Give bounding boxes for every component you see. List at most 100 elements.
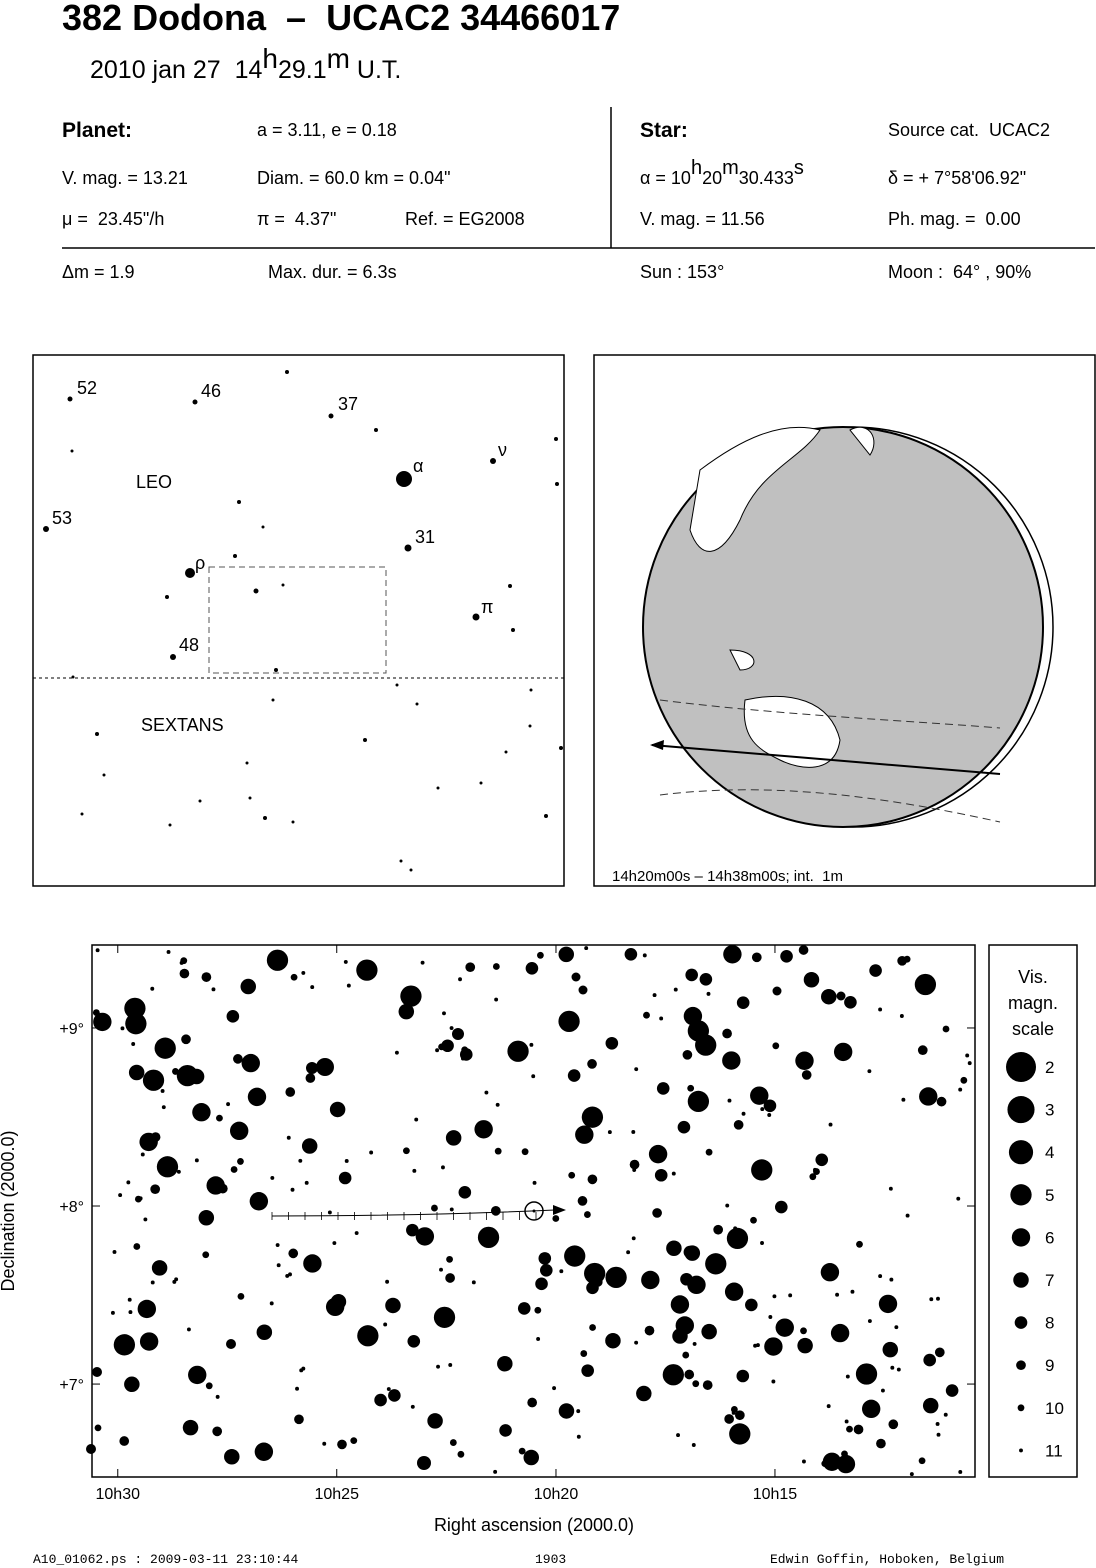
star [648,1144,668,1164]
star [967,1061,972,1066]
legend-label: 2 [1045,1058,1054,1077]
asteroid-path [271,1201,566,1221]
star [497,1355,513,1372]
star [154,1037,176,1059]
star [836,1454,856,1474]
star [587,1174,598,1185]
star [185,568,195,578]
star [388,1389,401,1402]
star [229,1121,249,1141]
finder-stars: 52 46 37 ν α 53 31 ρ π 48 LEO SEXTANS [43,370,563,872]
star [131,1042,136,1046]
star [558,946,575,963]
star [687,1020,710,1042]
star [192,399,198,405]
star [330,1294,347,1310]
star [822,1452,842,1471]
star [685,968,698,982]
star [934,1347,945,1358]
star [493,1469,498,1474]
star [406,1223,419,1237]
star [477,1226,500,1248]
star [538,1252,552,1265]
star [876,1438,886,1449]
star [385,1279,390,1284]
star [172,1279,177,1284]
star [866,1404,871,1409]
star [833,1042,853,1062]
star [119,1436,130,1446]
star [552,1215,560,1222]
star [120,1026,125,1031]
star-phmag: Ph. mag. = 0.00 [888,209,1021,229]
globe [642,426,1054,828]
legend-label: 4 [1045,1143,1054,1162]
footer-number: 1903 [535,1552,566,1567]
star [374,428,378,432]
star [523,1449,540,1466]
star [577,1196,588,1206]
star [281,583,285,587]
star [226,1339,236,1349]
star [767,1337,774,1345]
legend-label: 7 [1045,1271,1054,1290]
star [168,823,172,827]
text-part: m [327,43,350,74]
x-tick-label: 10h30 [96,1486,141,1503]
x-axis-label: Right ascension (2000.0) [434,1515,634,1535]
star [527,1397,538,1408]
star [936,1432,941,1437]
star [899,1014,904,1018]
star [878,1294,898,1314]
star [92,1009,100,1016]
star [536,1337,541,1341]
star [179,960,184,965]
star [124,1376,140,1393]
star [275,1243,280,1247]
star [634,1067,639,1072]
text-part: U.T. [350,56,401,84]
star-label: 31 [415,527,435,547]
star [94,1424,102,1432]
star [270,1175,275,1180]
star [729,1423,751,1445]
text-part: 20 [702,168,722,188]
star [521,1148,529,1156]
star [125,1013,147,1035]
legend-mark [1007,1096,1035,1124]
star [404,544,412,552]
star [643,1011,650,1019]
star [554,437,558,441]
star [226,1102,231,1107]
star [641,1270,660,1290]
star [383,1322,388,1327]
star [93,1012,112,1032]
planet-vmag: V. mag. = 13.21 [62,168,188,188]
star [399,859,403,863]
star [436,1364,441,1369]
star [917,1045,928,1055]
star [537,951,544,959]
star [836,991,846,1001]
y-tick-label: +7° [59,1377,84,1394]
star [436,786,440,790]
land [689,426,821,552]
legend-title: magn. [1008,993,1058,1013]
star [412,1168,417,1173]
star [290,973,298,981]
star [692,1341,697,1346]
star [176,1169,181,1174]
star [853,1424,864,1435]
star [841,1450,848,1458]
star [139,1332,159,1351]
limit-line [659,789,1001,823]
star [713,1224,724,1235]
star [676,1433,680,1438]
star [801,1070,812,1080]
star [529,688,533,692]
legend-mark [1017,1404,1025,1412]
star [867,1319,872,1323]
limit-line [659,699,1001,729]
star [687,1084,695,1092]
star [151,1260,168,1276]
